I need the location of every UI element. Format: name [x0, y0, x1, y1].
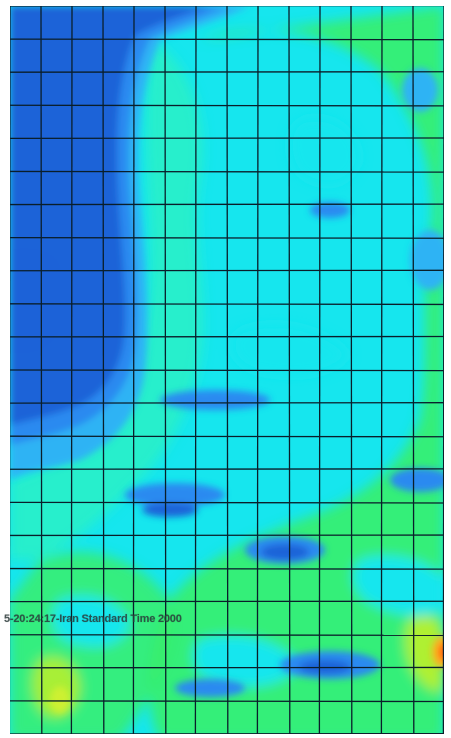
contour-band-dark-blue: [10, 248, 60, 353]
contour-band-blue: [125, 483, 225, 507]
mesh-grid: [10, 6, 444, 734]
timestamp-label: 5-20:24:17-Iran Standard Time 2000: [4, 613, 182, 625]
mesh-line-horizontal: [10, 567, 444, 570]
contour-band-blue: [390, 468, 444, 492]
contour-band-cyan: [353, 556, 444, 616]
mesh-line-horizontal: [10, 501, 444, 504]
mesh-line-horizontal: [10, 104, 444, 107]
contour-band-red: [439, 643, 444, 661]
mesh-line-horizontal: [10, 170, 444, 173]
mesh-line-horizontal: [10, 634, 444, 636]
contour-band-dark-blue: [142, 503, 198, 517]
mesh-line-horizontal: [10, 38, 444, 41]
mesh-line-horizontal: [10, 435, 444, 438]
contour-band-light-blue: [410, 230, 444, 290]
contour-band-blue: [175, 679, 245, 697]
mesh-line-horizontal: [10, 236, 444, 239]
mesh-line-horizontal: [10, 369, 444, 372]
mesh-line-horizontal: [10, 700, 444, 703]
contour-band-cyan: [288, 117, 360, 185]
contour-band-green: [149, 6, 444, 734]
contour-band-cyan: [193, 636, 300, 687]
contour-band-aqua: [10, 40, 203, 560]
contour-band-dark-blue: [261, 544, 309, 560]
mesh-line-horizontal: [10, 303, 444, 306]
contour-band-orange: [432, 636, 444, 668]
contour-band-blue: [160, 390, 270, 410]
contour-band-cyan: [53, 596, 130, 647]
contour-band-yellow-green: [50, 686, 70, 714]
contour-band-light-blue: [402, 68, 438, 112]
